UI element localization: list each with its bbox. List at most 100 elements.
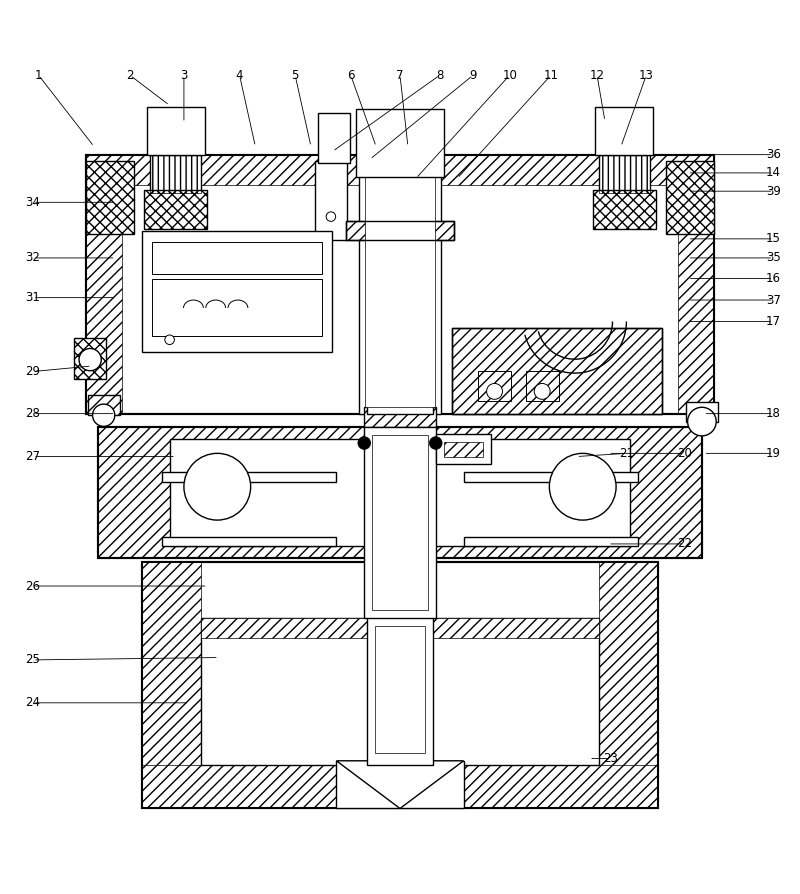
Text: 37: 37 xyxy=(766,293,781,307)
Bar xyxy=(152,242,322,274)
Bar xyxy=(150,155,202,193)
Bar xyxy=(74,338,106,379)
Text: 9: 9 xyxy=(470,69,477,81)
Bar xyxy=(445,443,482,457)
Bar xyxy=(202,618,598,764)
Bar xyxy=(686,401,718,422)
Bar xyxy=(86,161,134,234)
Circle shape xyxy=(430,436,442,450)
Circle shape xyxy=(550,453,616,520)
Bar xyxy=(356,109,444,177)
Bar xyxy=(202,618,598,637)
Bar xyxy=(346,221,454,240)
Text: 26: 26 xyxy=(26,579,41,593)
Bar xyxy=(346,221,454,240)
Text: 8: 8 xyxy=(436,69,443,81)
Bar xyxy=(142,231,333,351)
Bar xyxy=(374,626,426,753)
Circle shape xyxy=(534,384,550,400)
Bar xyxy=(337,761,463,808)
Bar xyxy=(142,562,658,808)
Bar xyxy=(98,427,702,558)
Bar xyxy=(678,156,714,414)
Bar xyxy=(364,427,436,618)
Text: 25: 25 xyxy=(26,654,41,666)
Text: 24: 24 xyxy=(26,696,41,709)
Text: 12: 12 xyxy=(590,69,605,81)
Text: 2: 2 xyxy=(126,69,134,81)
Text: 19: 19 xyxy=(766,447,781,460)
Text: 22: 22 xyxy=(677,537,692,551)
Text: 7: 7 xyxy=(396,69,404,81)
Bar xyxy=(594,107,653,155)
Bar xyxy=(150,155,202,193)
Bar xyxy=(142,562,658,808)
Bar xyxy=(98,427,702,558)
Bar xyxy=(364,408,436,427)
Circle shape xyxy=(358,436,370,450)
Bar xyxy=(463,536,638,546)
Text: 18: 18 xyxy=(766,407,781,420)
Text: 13: 13 xyxy=(639,69,654,81)
Text: 39: 39 xyxy=(766,185,781,198)
Bar xyxy=(436,434,491,465)
Bar xyxy=(315,161,346,240)
Bar xyxy=(144,190,207,229)
Bar xyxy=(142,562,202,808)
Bar xyxy=(170,439,630,546)
Text: 23: 23 xyxy=(603,752,618,765)
Text: 6: 6 xyxy=(347,69,354,81)
Bar xyxy=(144,190,207,229)
Text: 15: 15 xyxy=(766,232,781,245)
Text: 31: 31 xyxy=(26,291,41,304)
Circle shape xyxy=(79,349,102,371)
Bar xyxy=(526,371,559,401)
Circle shape xyxy=(93,404,114,426)
Text: 1: 1 xyxy=(34,69,42,81)
Text: 10: 10 xyxy=(502,69,517,81)
Bar xyxy=(162,472,337,482)
Bar xyxy=(142,764,658,808)
Text: 14: 14 xyxy=(766,166,781,180)
Bar xyxy=(463,472,638,482)
Bar xyxy=(365,163,435,408)
Text: 32: 32 xyxy=(26,251,41,265)
Bar xyxy=(147,107,206,155)
Circle shape xyxy=(326,212,336,222)
Bar xyxy=(598,155,650,193)
Bar xyxy=(593,190,656,229)
Bar xyxy=(152,279,322,336)
Bar xyxy=(666,161,714,234)
Bar xyxy=(86,156,714,414)
Text: 20: 20 xyxy=(677,447,692,460)
Bar xyxy=(598,562,658,808)
Bar xyxy=(452,328,662,414)
Text: 11: 11 xyxy=(543,69,558,81)
Bar xyxy=(318,114,350,163)
Bar xyxy=(593,190,656,229)
Bar xyxy=(452,328,662,414)
Bar xyxy=(88,395,119,415)
Text: 21: 21 xyxy=(619,447,634,460)
Text: 5: 5 xyxy=(291,69,299,81)
Text: 36: 36 xyxy=(766,148,781,161)
Bar xyxy=(366,240,434,414)
Text: 28: 28 xyxy=(26,407,41,420)
Circle shape xyxy=(687,408,716,436)
Text: 4: 4 xyxy=(236,69,243,81)
Circle shape xyxy=(366,453,434,520)
Circle shape xyxy=(184,453,250,520)
Bar xyxy=(372,435,428,610)
Polygon shape xyxy=(337,761,463,808)
Bar xyxy=(162,536,337,546)
Text: 17: 17 xyxy=(766,315,781,328)
Circle shape xyxy=(165,335,174,344)
Bar xyxy=(86,156,714,414)
Bar xyxy=(478,371,511,401)
Bar xyxy=(358,156,442,414)
Text: 27: 27 xyxy=(26,450,41,463)
Bar xyxy=(598,155,650,193)
Bar xyxy=(86,156,714,185)
Bar xyxy=(366,614,434,764)
Text: 16: 16 xyxy=(766,272,781,285)
